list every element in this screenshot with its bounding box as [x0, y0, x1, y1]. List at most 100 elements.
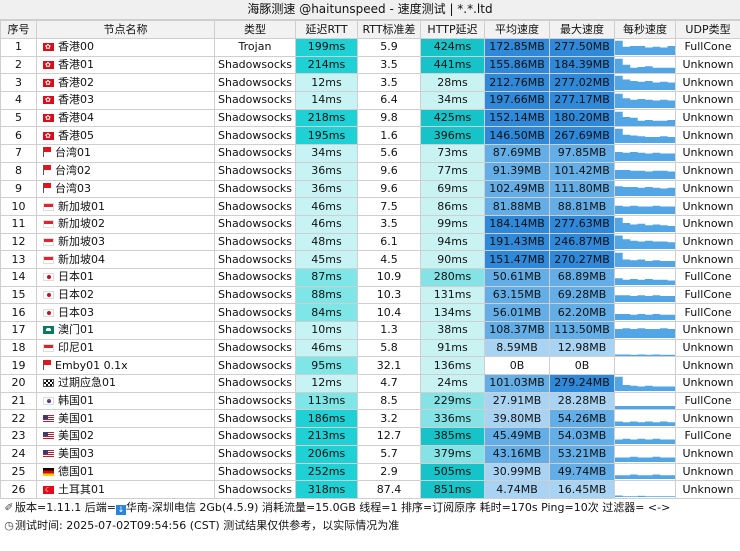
sparkline-bar: [615, 75, 623, 91]
hk-flag-icon: [43, 39, 54, 55]
row-type: Shadowsocks: [214, 409, 296, 429]
sparkline-bar: [660, 261, 668, 268]
sparkline-bar: [622, 354, 631, 356]
sparkline-bar: [667, 206, 675, 215]
table-row[interactable]: 11 新加坡02 Shadowsocks 46ms 3.5 99ms 184.14MB 277…: [0, 214, 740, 234]
sparkline-bar: [630, 405, 638, 409]
table-row[interactable]: 17 澳门01 Shadowsocks 10ms 1.3 38ms 108.37MB 113.…: [0, 321, 740, 340]
row-rtt: 84ms: [295, 303, 358, 322]
speed-sparkline: [615, 358, 675, 373]
table-row[interactable]: 13 新加坡04 Shadowsocks 45ms 4.5 90ms 151.47MB 270…: [0, 250, 740, 269]
sparkline-bar: [660, 153, 668, 161]
row-rtt: 252ms: [295, 462, 358, 482]
row-type: Shadowsocks: [214, 427, 296, 446]
jp-flag-icon: [43, 308, 54, 317]
sparkline-bar: [645, 99, 653, 108]
sparkline-bar: [660, 314, 668, 321]
row-rtt-std: 10.4: [357, 303, 421, 322]
row-avg-speed: 81.88MB: [484, 197, 550, 216]
sparkline-bar: [637, 81, 646, 91]
sparkline-bar: [637, 438, 646, 444]
sparkline-bar: [645, 47, 653, 55]
row-max-speed: 88.81MB: [549, 197, 615, 216]
table-row[interactable]: 16 日本03 Shadowsocks 84ms 10.4 134ms 56.01MB 62.…: [0, 303, 740, 322]
us-flag-icon: [43, 450, 54, 459]
sparkline-bar: [630, 296, 638, 303]
table-row[interactable]: 19 Emby01 0.1x Shadowsocks 95ms 32.1 136ms 0B 0…: [0, 356, 740, 376]
node-name-text: 香港00: [58, 40, 94, 54]
row-type: Shadowsocks: [214, 73, 296, 93]
sparkline-bar: [660, 386, 668, 391]
row-rtt: 88ms: [295, 285, 358, 305]
table-row[interactable]: 6 香港05 Shadowsocks195ms1.6396ms146.50MB267…: [0, 126, 740, 146]
table-row[interactable]: 18 印尼01 Shadowsocks 46ms 5.8 91ms 8.59MB 12.98M…: [0, 338, 740, 358]
row-rtt: 113ms: [295, 391, 358, 411]
table-row[interactable]: 24 美国03 Shadowsocks 206ms 5.7 379ms 43.16MB 53.…: [0, 444, 740, 464]
sparkline-bar: [615, 421, 623, 427]
row-http-latency: 131ms: [420, 285, 485, 305]
sparkline-bar: [630, 205, 638, 215]
row-index: 13: [0, 250, 37, 269]
row-node-name: 德国01: [36, 462, 215, 482]
sg-flag-icon: [43, 237, 54, 246]
table-row[interactable]: 15 日本02 Shadowsocks 88ms 10.3 131ms 63.15MB 69.…: [0, 285, 740, 305]
sparkline-bar: [622, 206, 631, 215]
sparkline-bar: [667, 119, 675, 126]
speed-sparkline: [615, 58, 675, 73]
sparkline-bar: [637, 136, 646, 144]
sparkline-bar: [660, 354, 668, 356]
table-row[interactable]: 8 台湾02 Shadowsocks 36ms 9.6 77ms 91.39MB 101.42…: [0, 161, 740, 181]
table-row[interactable]: 14 日本01 Shadowsocks 87ms 10.9 280ms 50.61MB 68.…: [0, 267, 740, 287]
sparkline-bar: [637, 241, 646, 250]
node-name-text: 台湾02: [55, 164, 91, 178]
table-row[interactable]: 26 土耳其01 Shadowsocks318ms87.4851ms4.74MB16…: [0, 480, 740, 499]
row-udp-type: Unknown: [675, 444, 740, 464]
row-index: 14: [0, 267, 37, 287]
table-row[interactable]: 22 美国01 Shadowsocks 186ms 3.2 336ms 39.80MB 54.…: [0, 409, 740, 429]
table-row[interactable]: 10 新加坡01 Shadowsocks 46ms 7.5 86ms 81.88MB 88.8…: [0, 197, 740, 216]
row-max-speed: 277.63MB: [549, 214, 615, 234]
row-http-latency: 24ms: [420, 374, 485, 393]
speed-sparkline: [615, 376, 675, 391]
sparkline-bar: [630, 328, 638, 338]
table-row[interactable]: 3 香港02 Shadowsocks12ms3.528ms212.76MB277.0…: [0, 73, 740, 93]
table-row[interactable]: 21 韩国01 Shadowsocks 113ms 8.5 229ms 27.91MB 28.…: [0, 391, 740, 411]
sparkline-bar: [645, 439, 653, 444]
sparkline-bar: [630, 421, 638, 427]
sparkline-bar: [615, 295, 623, 303]
row-per-second: [614, 250, 676, 269]
row-max-speed: 53.21MB: [549, 444, 615, 464]
table-row[interactable]: 23 美国02 Shadowsocks 213ms 12.7 385ms 45.49MB 54…: [0, 427, 740, 446]
sparkline-bar: [637, 328, 646, 338]
node-name-text: 美国03: [58, 447, 94, 461]
table-row[interactable]: 25 德国01 Shadowsocks 252ms 2.9 505ms 30.99MB 49.…: [0, 462, 740, 482]
table-row[interactable]: 5 香港04 Shadowsocks218ms9.8425ms152.14MB180…: [0, 108, 740, 128]
sparkline-bar: [652, 405, 661, 409]
tw-flag-icon: [43, 165, 51, 176]
row-node-name: 香港04: [36, 108, 215, 128]
table-row[interactable]: 20 过期应急01 Shadowsocks 12ms 4.7 24ms 101.03MB 27…: [0, 374, 740, 393]
col-header-max-speed: 最大速度: [549, 20, 615, 39]
row-index: 2: [0, 55, 37, 75]
sparkline-bar: [645, 65, 653, 73]
col-header-index: 序号: [0, 20, 37, 39]
table-row[interactable]: 9 台湾03 Shadowsocks 36ms 9.6 69ms 102.49MB 111.8…: [0, 179, 740, 199]
row-rtt-std: 3.5: [357, 55, 421, 75]
sparkline-bar: [660, 457, 668, 462]
table-row[interactable]: 7 台湾01 Shadowsocks 34ms 5.6 73ms 87.69MB 97.85M…: [0, 144, 740, 163]
row-rtt-std: 6.1: [357, 232, 421, 252]
table-row[interactable]: 1 香港00 Trojan199ms5.9424ms172.85MB277.50MB…: [0, 38, 740, 57]
sparkline-bar: [660, 439, 668, 444]
speed-sparkline: [615, 186, 675, 197]
table-row[interactable]: 12 新加坡03 Shadowsocks 48ms 6.1 94ms 191.43MB 246…: [0, 232, 740, 252]
sparkline-bar: [622, 64, 631, 73]
row-http-latency: 69ms: [420, 179, 485, 199]
sparkline-bar: [645, 137, 653, 144]
sparkline-bar: [660, 241, 668, 250]
sparkline-bar: [652, 496, 661, 498]
table-row[interactable]: 2 香港01 Shadowsocks214ms3.5441ms155.86MB184…: [0, 55, 740, 75]
row-avg-speed: 63.15MB: [484, 285, 550, 305]
row-node-name: 新加坡04: [36, 250, 215, 269]
table-row[interactable]: 4 香港03 Shadowsocks14ms6.434ms197.66MB277.1…: [0, 91, 740, 110]
row-rtt: 195ms: [295, 126, 358, 146]
